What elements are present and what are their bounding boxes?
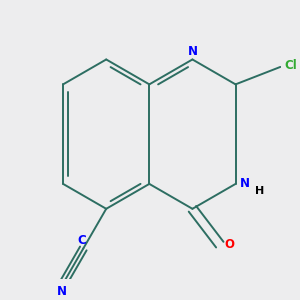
Text: C: C bbox=[78, 234, 86, 247]
Text: N: N bbox=[240, 177, 250, 190]
Text: N: N bbox=[56, 285, 67, 298]
Text: O: O bbox=[224, 238, 234, 251]
Text: N: N bbox=[188, 45, 197, 58]
Text: H: H bbox=[255, 186, 264, 196]
Text: Cl: Cl bbox=[284, 59, 297, 72]
